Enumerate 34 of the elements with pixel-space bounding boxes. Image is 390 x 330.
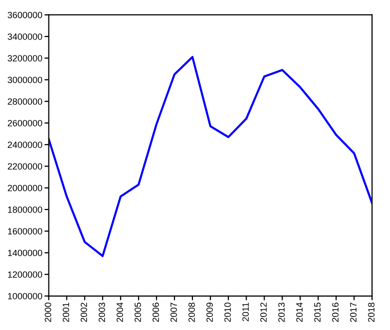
x-tick-label: 2002 — [80, 302, 88, 322]
x-tick-label: 2014 — [296, 302, 303, 322]
x-tick-label: 2012 — [260, 302, 267, 322]
y-tick-label: 2800000 — [8, 98, 42, 105]
x-tick-label: 2005 — [134, 302, 141, 322]
y-tick-label: 1800000 — [8, 206, 42, 213]
x-tick-label: 2011 — [242, 302, 249, 322]
x-tick-label: 2017 — [350, 302, 357, 322]
y-tick-label: 2400000 — [8, 142, 42, 148]
x-tick-label: 2001 — [62, 302, 70, 322]
y-tick-label: 2200000 — [8, 163, 42, 170]
y-tick-label: 1600000 — [8, 228, 42, 234]
y-tick-label: 3600000 — [8, 12, 42, 18]
x-tick-label: 2010 — [224, 302, 231, 322]
line-series — [48, 56, 372, 258]
y-tick-label: 2000000 — [8, 184, 42, 192]
x-tick-label: 2003 — [98, 302, 106, 322]
x-tick-label: 2016 — [332, 302, 339, 322]
y-tick-label: 3000000 — [8, 76, 42, 84]
x-tick-label: 2004 — [116, 302, 124, 322]
x-tick-label: 2006 — [152, 302, 159, 322]
y-tick-label: 1200000 — [8, 271, 42, 278]
y-tick-label: 1400000 — [8, 250, 42, 256]
y-tick-label: 3400000 — [8, 33, 42, 40]
x-tick-label: 2008 — [188, 302, 195, 322]
x-tick-label: 2007 — [170, 302, 177, 322]
y-tick-label: 2600000 — [8, 120, 42, 126]
x-tick-label: 2015 — [314, 302, 321, 322]
x-tick-label: 2018 — [368, 302, 374, 322]
x-tick-label: 2013 — [278, 302, 285, 322]
x-tick-label: 2000 — [44, 302, 52, 322]
y-tick-label: 1000000 — [8, 292, 42, 300]
y-tick-label: 3200000 — [8, 55, 42, 62]
x-tick-label: 2009 — [206, 302, 213, 322]
